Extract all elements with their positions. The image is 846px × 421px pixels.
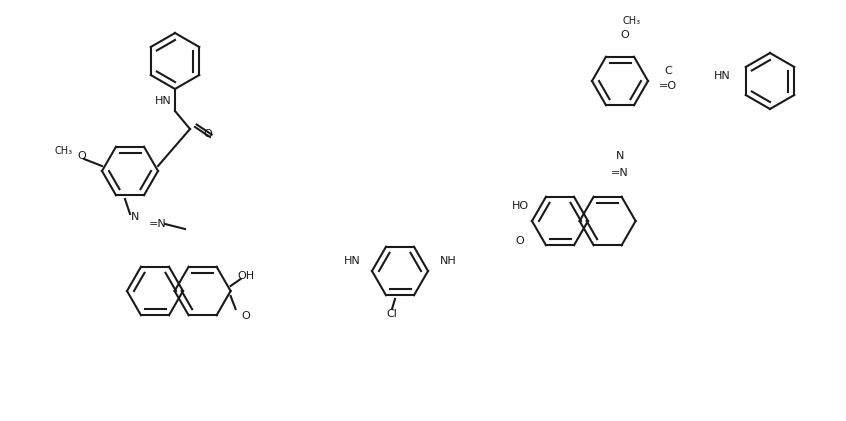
Text: OH: OH bbox=[237, 271, 254, 281]
Text: =N: =N bbox=[149, 219, 167, 229]
Text: CH₃: CH₃ bbox=[55, 146, 73, 156]
Text: NH: NH bbox=[440, 256, 456, 266]
Text: =N: =N bbox=[611, 168, 629, 178]
Text: O: O bbox=[515, 236, 525, 246]
Text: HN: HN bbox=[155, 96, 172, 106]
Text: N: N bbox=[616, 151, 624, 161]
Text: HN: HN bbox=[343, 256, 360, 266]
Text: C: C bbox=[664, 66, 672, 76]
Text: O: O bbox=[621, 30, 629, 40]
Text: CH₃: CH₃ bbox=[623, 16, 641, 26]
Text: HO: HO bbox=[512, 201, 529, 211]
Text: Cl: Cl bbox=[387, 309, 398, 319]
Text: =O: =O bbox=[659, 81, 677, 91]
Text: O: O bbox=[78, 151, 86, 161]
Text: O: O bbox=[241, 311, 250, 321]
Text: HN: HN bbox=[714, 71, 730, 81]
Text: O: O bbox=[204, 129, 212, 139]
Text: N: N bbox=[131, 212, 140, 222]
